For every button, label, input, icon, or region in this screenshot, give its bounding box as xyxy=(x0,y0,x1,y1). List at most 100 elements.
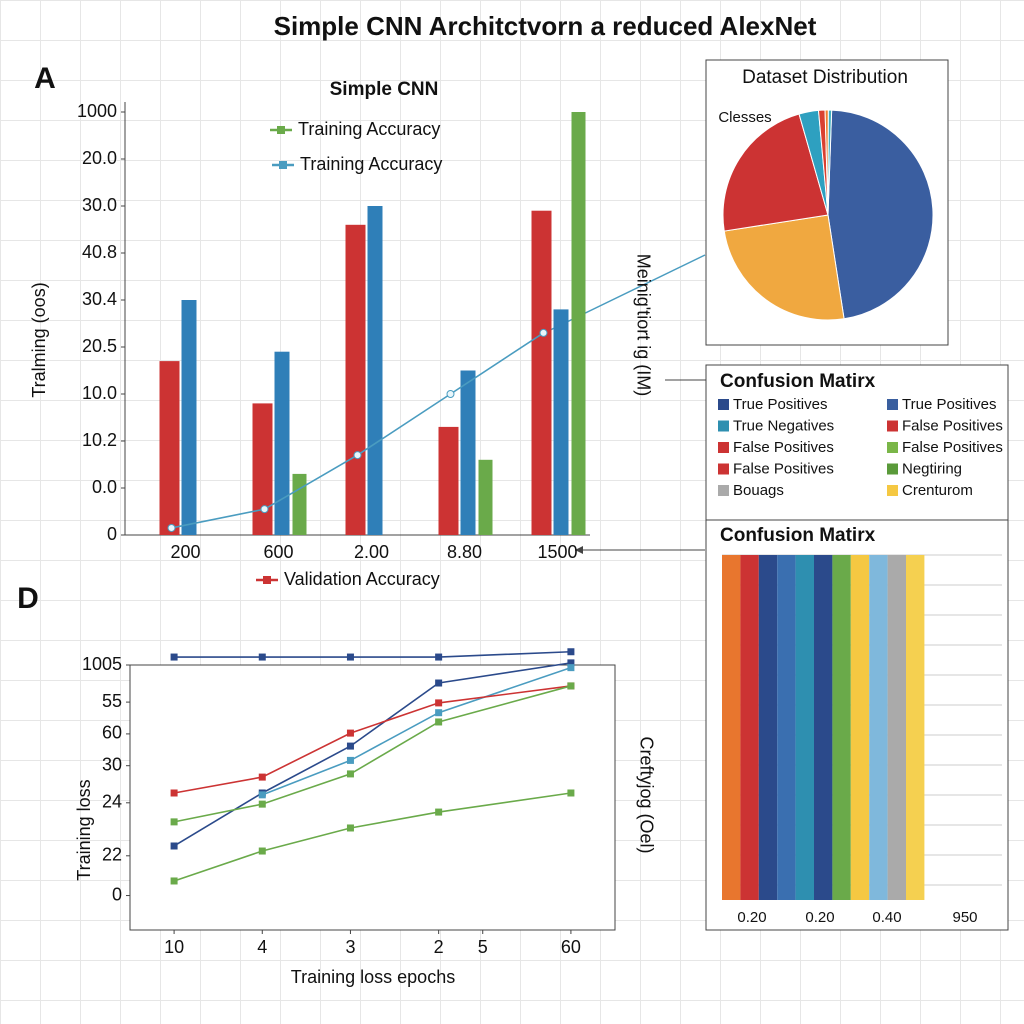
stripe xyxy=(814,555,833,900)
legend-label: False Positives xyxy=(733,439,834,456)
x-tick-label: 5 xyxy=(478,937,488,957)
x-tick-label: 0.20 xyxy=(805,909,834,926)
bar xyxy=(531,210,552,535)
point xyxy=(346,653,354,661)
bar xyxy=(252,403,273,535)
legend-label: True Positives xyxy=(733,396,827,413)
legend-label: Training Accuracy xyxy=(298,119,440,139)
stripe xyxy=(777,555,796,900)
chart-title: Dataset Distribution xyxy=(742,67,908,88)
x-tick-label: 0.40 xyxy=(872,909,901,926)
y-tick-label: 0.0 xyxy=(92,477,117,497)
y-tick-label: 1000 xyxy=(77,101,117,121)
y-tick-label: 30.0 xyxy=(82,195,117,215)
y-axis-label: Creftyjog (Oel) xyxy=(636,736,656,853)
x-axis-label: Training loss epochs xyxy=(291,967,455,987)
bar xyxy=(571,112,586,535)
x-tick-label: 4 xyxy=(257,937,267,957)
panel-label: D xyxy=(17,582,39,615)
point xyxy=(170,789,178,797)
legend-label: False Positives xyxy=(902,439,1003,456)
y-tick-label: 30.4 xyxy=(82,289,117,309)
x-tick-label: 600 xyxy=(263,542,293,562)
point xyxy=(567,789,575,797)
chart-title: Confusion Matirx xyxy=(720,525,876,546)
point xyxy=(567,682,575,690)
y-tick-label: 55 xyxy=(102,691,122,711)
point xyxy=(260,505,269,514)
x-tick-label: 2 xyxy=(434,937,444,957)
legend-marker xyxy=(263,576,271,584)
bar xyxy=(274,351,290,535)
point xyxy=(539,328,548,337)
bar xyxy=(478,459,493,535)
point xyxy=(446,390,455,398)
x-tick-label: 2.00 xyxy=(354,542,389,562)
point xyxy=(170,818,178,826)
legend-title: Confusion Matirx xyxy=(720,371,876,392)
bar xyxy=(345,224,366,536)
point xyxy=(435,679,443,687)
point xyxy=(567,659,575,667)
x-tick-label: 60 xyxy=(561,937,581,957)
side-label: Meinig'tiort ig (IM) xyxy=(633,254,653,396)
bar xyxy=(367,206,383,535)
x-tick-label: 200 xyxy=(170,542,200,562)
x-tick-label: 3 xyxy=(345,937,355,957)
legend-label: True Negatives xyxy=(733,417,834,434)
stripe xyxy=(740,555,759,900)
bar xyxy=(181,300,197,535)
x-tick-label: 10 xyxy=(164,937,184,957)
line xyxy=(174,650,571,658)
bar xyxy=(292,473,307,535)
y-tick-label: 1005 xyxy=(82,654,122,674)
pie-slice xyxy=(827,109,833,216)
legend-label: Crenturom xyxy=(902,482,973,499)
y-tick-label: 0 xyxy=(107,524,117,544)
bar xyxy=(438,426,459,535)
panel-label: A xyxy=(34,62,56,95)
legend-marker xyxy=(279,161,287,169)
legend-swatch xyxy=(887,399,898,410)
legend-label: Training Accuracy xyxy=(300,154,442,174)
pie-label: Clesses xyxy=(718,109,771,126)
point xyxy=(435,653,443,661)
stripe xyxy=(722,555,741,900)
legend-swatch xyxy=(887,420,898,432)
legend-label: Bouags xyxy=(733,482,784,499)
point xyxy=(170,877,178,885)
pie-slice xyxy=(722,113,829,232)
pie-slice xyxy=(723,214,845,321)
y-tick-label: 60 xyxy=(102,723,122,743)
point xyxy=(567,664,575,672)
y-tick-label: 10.0 xyxy=(82,383,117,403)
point xyxy=(346,824,354,832)
point xyxy=(435,709,443,717)
point xyxy=(346,770,354,778)
stripe xyxy=(758,555,778,900)
legend-swatch xyxy=(718,442,729,453)
figure-title: Simple CNN Architctvorn a reduced AlexNe… xyxy=(274,11,817,41)
line xyxy=(261,666,572,796)
legend-frame xyxy=(705,364,1009,521)
y-tick-label: 40.8 xyxy=(82,242,117,262)
point xyxy=(258,653,266,661)
y-tick-label: 10.2 xyxy=(82,430,117,450)
point xyxy=(258,791,266,799)
bar xyxy=(460,370,476,535)
x-tick-label: 0.20 xyxy=(737,909,766,926)
x-tick-label: 8.80 xyxy=(447,542,482,562)
legend-swatch xyxy=(887,485,898,496)
stripe xyxy=(906,555,925,900)
y-tick-label: 30 xyxy=(102,754,122,774)
legend-swatch xyxy=(887,442,898,453)
legend-label: False Positives xyxy=(733,460,834,477)
point xyxy=(346,742,354,750)
point xyxy=(435,808,443,816)
point xyxy=(346,756,354,764)
legend-swatch xyxy=(718,420,729,432)
pie-slice xyxy=(827,109,934,320)
point xyxy=(170,842,178,850)
